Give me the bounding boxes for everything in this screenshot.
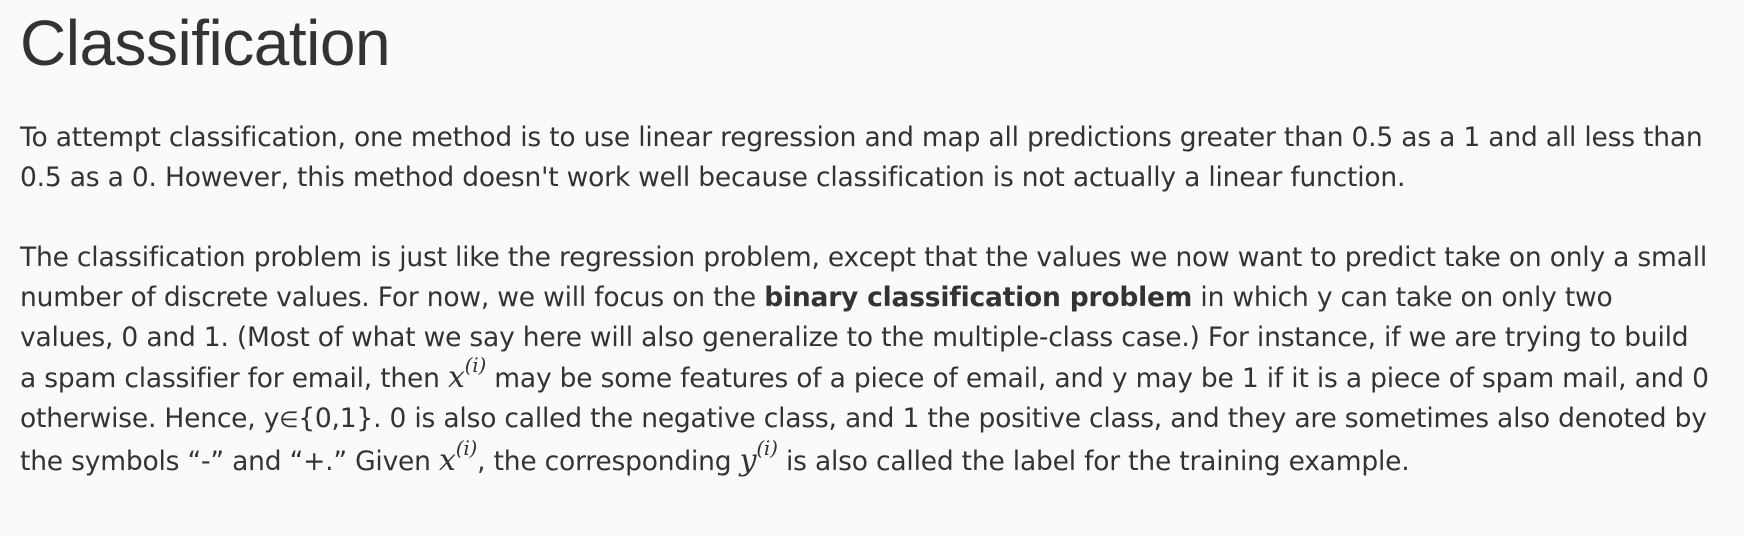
intro-paragraph: To attempt classification, one method is… xyxy=(20,122,1703,193)
math-x-superscript-i: x(i) xyxy=(438,438,477,478)
element-of-symbol: ∈ xyxy=(279,408,299,433)
math-y-superscript-i: y(i) xyxy=(739,438,778,478)
paragraph-text: , the corresponding xyxy=(477,446,740,477)
page-title: Classification xyxy=(20,7,391,79)
math-index: (i) xyxy=(464,353,487,377)
article-content: Classification To attempt classification… xyxy=(20,0,1710,482)
definition-paragraph: The classification problem is just like … xyxy=(20,238,1710,482)
math-x-superscript-i: x(i) xyxy=(447,355,486,395)
binary-classification-term: binary classification problem xyxy=(764,282,1193,313)
paragraph-text: {0,1}. 0 is also called the negative cla… xyxy=(20,403,1707,477)
paragraph-text: is also called the label for the trainin… xyxy=(777,446,1410,477)
paragraph-text: The classification problem is just like … xyxy=(20,242,1708,313)
math-index: (i) xyxy=(756,436,778,460)
math-x-base: x xyxy=(438,443,456,478)
math-x-base: x xyxy=(447,360,465,395)
paragraph-text: may be some features of a piece of email… xyxy=(20,363,1709,434)
math-y-base: y xyxy=(739,443,757,478)
math-index: (i) xyxy=(455,436,478,460)
paragraph-text: in which y can take on only two values, … xyxy=(20,282,1689,394)
